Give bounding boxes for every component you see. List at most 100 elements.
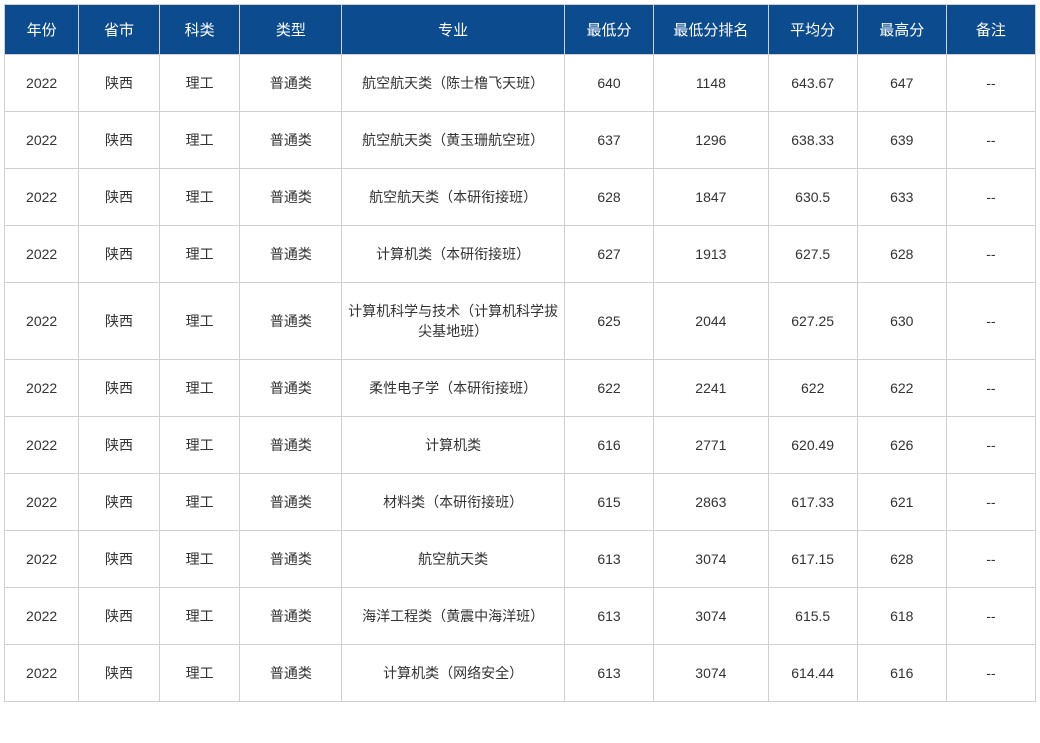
cell-province: 陕西 [79,474,160,531]
cell-rank: 2771 [654,417,769,474]
cell-type: 普通类 [240,474,342,531]
cell-category: 理工 [159,360,240,417]
cell-rank: 3074 [654,645,769,702]
cell-type: 普通类 [240,531,342,588]
cell-minscore: 637 [565,112,654,169]
cell-minscore: 625 [565,283,654,360]
cell-maxscore: 621 [857,474,946,531]
header-maxscore: 最高分 [857,5,946,55]
cell-major: 计算机类（网络安全） [342,645,565,702]
cell-category: 理工 [159,645,240,702]
cell-category: 理工 [159,112,240,169]
cell-type: 普通类 [240,360,342,417]
cell-year: 2022 [5,531,79,588]
cell-category: 理工 [159,588,240,645]
cell-category: 理工 [159,55,240,112]
cell-type: 普通类 [240,645,342,702]
cell-type: 普通类 [240,226,342,283]
cell-major: 计算机类 [342,417,565,474]
cell-year: 2022 [5,226,79,283]
table-row: 2022陕西理工普通类航空航天类（本研衔接班）6281847630.5633-- [5,169,1036,226]
cell-minscore: 622 [565,360,654,417]
cell-avgscore: 622 [768,360,857,417]
cell-rank: 1148 [654,55,769,112]
cell-type: 普通类 [240,588,342,645]
cell-province: 陕西 [79,588,160,645]
cell-maxscore: 618 [857,588,946,645]
table-row: 2022陕西理工普通类柔性电子学（本研衔接班）6222241622622-- [5,360,1036,417]
cell-maxscore: 628 [857,531,946,588]
header-avgscore: 平均分 [768,5,857,55]
cell-major: 航空航天类（黄玉珊航空班） [342,112,565,169]
cell-major: 航空航天类 [342,531,565,588]
cell-province: 陕西 [79,645,160,702]
cell-maxscore: 639 [857,112,946,169]
cell-year: 2022 [5,588,79,645]
cell-province: 陕西 [79,417,160,474]
cell-remark: -- [946,474,1035,531]
header-province: 省市 [79,5,160,55]
cell-rank: 1847 [654,169,769,226]
cell-minscore: 613 [565,645,654,702]
table-row: 2022陕西理工普通类计算机科学与技术（计算机科学拔尖基地班）625204462… [5,283,1036,360]
admission-scores-table: 年份 省市 科类 类型 专业 最低分 最低分排名 平均分 最高分 备注 2022… [4,4,1036,702]
table-row: 2022陕西理工普通类航空航天类6133074617.15628-- [5,531,1036,588]
cell-minscore: 613 [565,531,654,588]
cell-remark: -- [946,112,1035,169]
cell-maxscore: 616 [857,645,946,702]
cell-category: 理工 [159,474,240,531]
cell-maxscore: 628 [857,226,946,283]
cell-province: 陕西 [79,112,160,169]
cell-year: 2022 [5,112,79,169]
cell-category: 理工 [159,226,240,283]
table-row: 2022陕西理工普通类计算机类（本研衔接班）6271913627.5628-- [5,226,1036,283]
cell-remark: -- [946,417,1035,474]
cell-year: 2022 [5,474,79,531]
cell-major: 计算机科学与技术（计算机科学拔尖基地班） [342,283,565,360]
table-row: 2022陕西理工普通类材料类（本研衔接班）6152863617.33621-- [5,474,1036,531]
cell-major: 航空航天类（陈士橹飞天班） [342,55,565,112]
cell-rank: 2241 [654,360,769,417]
table-body: 2022陕西理工普通类航空航天类（陈士橹飞天班）6401148643.67647… [5,55,1036,702]
table-row: 2022陕西理工普通类计算机类6162771620.49626-- [5,417,1036,474]
cell-maxscore: 647 [857,55,946,112]
cell-province: 陕西 [79,55,160,112]
cell-remark: -- [946,169,1035,226]
cell-type: 普通类 [240,417,342,474]
header-remark: 备注 [946,5,1035,55]
cell-rank: 2044 [654,283,769,360]
header-rank: 最低分排名 [654,5,769,55]
table-header-row: 年份 省市 科类 类型 专业 最低分 最低分排名 平均分 最高分 备注 [5,5,1036,55]
cell-major: 航空航天类（本研衔接班） [342,169,565,226]
header-year: 年份 [5,5,79,55]
cell-year: 2022 [5,169,79,226]
cell-avgscore: 615.5 [768,588,857,645]
cell-major: 海洋工程类（黄震中海洋班） [342,588,565,645]
cell-type: 普通类 [240,112,342,169]
cell-province: 陕西 [79,360,160,417]
cell-province: 陕西 [79,226,160,283]
cell-maxscore: 630 [857,283,946,360]
cell-type: 普通类 [240,55,342,112]
cell-avgscore: 627.25 [768,283,857,360]
cell-avgscore: 643.67 [768,55,857,112]
table-row: 2022陕西理工普通类航空航天类（陈士橹飞天班）6401148643.67647… [5,55,1036,112]
cell-type: 普通类 [240,169,342,226]
table-row: 2022陕西理工普通类计算机类（网络安全）6133074614.44616-- [5,645,1036,702]
cell-avgscore: 638.33 [768,112,857,169]
cell-remark: -- [946,531,1035,588]
cell-remark: -- [946,645,1035,702]
header-major: 专业 [342,5,565,55]
cell-rank: 3074 [654,588,769,645]
cell-province: 陕西 [79,169,160,226]
cell-category: 理工 [159,531,240,588]
cell-province: 陕西 [79,531,160,588]
table-row: 2022陕西理工普通类海洋工程类（黄震中海洋班）6133074615.5618-… [5,588,1036,645]
cell-remark: -- [946,283,1035,360]
cell-category: 理工 [159,169,240,226]
cell-remark: -- [946,588,1035,645]
cell-maxscore: 622 [857,360,946,417]
cell-rank: 3074 [654,531,769,588]
cell-category: 理工 [159,283,240,360]
cell-maxscore: 633 [857,169,946,226]
